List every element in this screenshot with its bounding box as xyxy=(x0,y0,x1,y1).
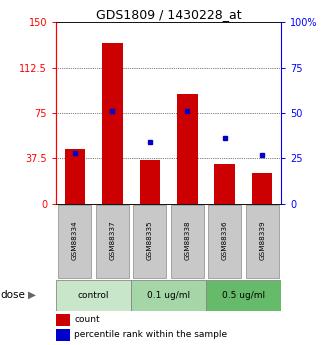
Bar xyxy=(58,205,91,278)
Bar xyxy=(56,280,131,310)
Bar xyxy=(131,280,206,310)
Text: dose: dose xyxy=(0,290,25,300)
Bar xyxy=(56,314,70,326)
Bar xyxy=(133,205,166,278)
Bar xyxy=(214,164,235,204)
Title: GDS1809 / 1430228_at: GDS1809 / 1430228_at xyxy=(96,8,241,21)
Bar xyxy=(96,205,129,278)
Bar xyxy=(171,205,204,278)
Text: 0.1 ug/ml: 0.1 ug/ml xyxy=(147,290,190,300)
Text: GSM88336: GSM88336 xyxy=(222,220,228,260)
Text: GSM88334: GSM88334 xyxy=(72,220,78,260)
Bar xyxy=(177,94,197,204)
Text: 0.5 ug/ml: 0.5 ug/ml xyxy=(222,290,265,300)
Text: control: control xyxy=(78,290,109,300)
Text: GSM88339: GSM88339 xyxy=(259,220,265,260)
Bar xyxy=(246,205,279,278)
Bar xyxy=(206,280,281,310)
Bar xyxy=(252,174,273,204)
Bar xyxy=(102,43,123,204)
Text: GSM88338: GSM88338 xyxy=(184,220,190,260)
Bar xyxy=(208,205,241,278)
Text: count: count xyxy=(74,315,100,324)
Bar xyxy=(56,329,70,341)
Bar xyxy=(65,149,85,204)
Text: percentile rank within the sample: percentile rank within the sample xyxy=(74,331,227,339)
Text: ▶: ▶ xyxy=(28,290,36,300)
Bar xyxy=(140,160,160,204)
Text: GSM88337: GSM88337 xyxy=(109,220,115,260)
Text: GSM88335: GSM88335 xyxy=(147,220,153,260)
